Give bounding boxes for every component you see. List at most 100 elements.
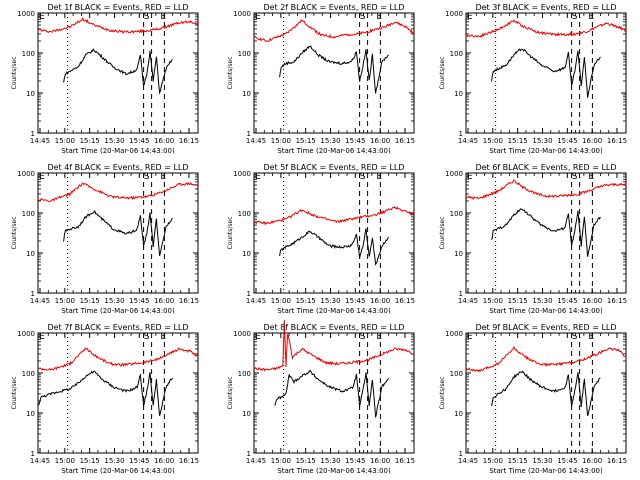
- plot-frame: [253, 172, 415, 294]
- x-tick-label: 15:15: [296, 137, 316, 145]
- chart-panel-3: Det 3f BLACK = Events, RED = LLD 1 10 100 10…: [439, 3, 627, 155]
- x-tick-label: 15:15: [508, 297, 528, 305]
- chart-title: Det 3f BLACK = Events, RED = LLD: [475, 3, 616, 12]
- events-series-line: [279, 228, 389, 266]
- x-tick-label: 15:15: [80, 457, 100, 465]
- x-axis-label: Start Time (20-Mar-06 14:43:00): [61, 307, 175, 315]
- x-tick-label: 15:00: [271, 457, 291, 465]
- y-tick-label: 10: [242, 410, 251, 418]
- marker-label: S: [572, 12, 578, 22]
- marker-label: S: [360, 172, 366, 182]
- y-tick-label: 100: [22, 210, 35, 218]
- y-tick-label: 100: [450, 50, 463, 58]
- x-tick-label: 15:30: [104, 457, 124, 465]
- y-tick-label: 1000: [17, 170, 35, 178]
- x-tick-label: 14:45: [246, 137, 266, 145]
- x-tick-label: 15:45: [129, 297, 149, 305]
- chart-title: Det 8f BLACK = Events, RED = LLD: [263, 323, 404, 332]
- events-series-line: [491, 48, 601, 98]
- y-tick-label: 100: [450, 370, 463, 378]
- x-tick-label: 15:30: [320, 137, 340, 145]
- x-tick-label: 15:45: [129, 457, 149, 465]
- x-tick-label: 15:15: [296, 457, 316, 465]
- x-tick-label: 16:15: [607, 297, 627, 305]
- marker-label: S: [144, 172, 150, 182]
- x-tick-label: 16:15: [395, 457, 415, 465]
- marker-label: E: [467, 12, 473, 22]
- x-tick-label: 15:30: [320, 457, 340, 465]
- x-tick-label: 14:45: [30, 297, 50, 305]
- y-tick-label: 1: [459, 130, 463, 138]
- x-tick-label: 16:00: [370, 137, 390, 145]
- x-tick-label: 16:00: [582, 297, 602, 305]
- y-tick-label: 1000: [445, 170, 463, 178]
- x-tick-label: 15:00: [271, 137, 291, 145]
- marker-label: E: [39, 172, 45, 182]
- y-tick-label: 1: [31, 290, 35, 298]
- marker-label: E: [376, 332, 382, 342]
- x-tick-label: 15:15: [508, 457, 528, 465]
- chart-title: Det 5f BLACK = Events, RED = LLD: [263, 163, 404, 172]
- x-tick-label: 14:45: [458, 137, 478, 145]
- x-tick-label: 15:30: [532, 297, 552, 305]
- x-tick-label: 16:15: [179, 137, 199, 145]
- x-tick-label: 15:00: [55, 137, 75, 145]
- y-tick-label: 10: [26, 410, 35, 418]
- lld-series-line: [37, 16, 199, 35]
- marker-label: E: [376, 12, 382, 22]
- y-tick-label: 1000: [445, 10, 463, 18]
- events-series-line: [63, 48, 173, 95]
- y-tick-label: 10: [454, 90, 463, 98]
- chart-panel-1: Det 1f BLACK = Events, RED = LLD 1 10 100 10…: [11, 3, 199, 155]
- y-tick-label: 1000: [17, 10, 35, 18]
- chart-panel-7: Det 7f BLACK = Events, RED = LLD 1 10 100 10…: [11, 323, 199, 475]
- y-tick-label: 1: [247, 130, 251, 138]
- x-tick-label: 15:45: [345, 297, 365, 305]
- lld-series-line: [465, 179, 627, 201]
- x-tick-label: 15:15: [80, 297, 100, 305]
- x-tick-label: 15:30: [104, 297, 124, 305]
- events-series-line: [274, 369, 389, 418]
- x-tick-label: 14:45: [30, 457, 50, 465]
- marker-label: E: [255, 332, 261, 342]
- x-axis-label: Start Time (20-Mar-06 14:43:00): [277, 467, 391, 475]
- x-tick-label: 16:15: [179, 297, 199, 305]
- x-tick-label: 16:15: [395, 297, 415, 305]
- chart-panel-6: Det 6f BLACK = Events, RED = LLD 1 10 100 10…: [439, 163, 627, 315]
- marker-label: E: [255, 172, 261, 182]
- marker-label: S: [144, 12, 150, 22]
- plot-frame: [253, 12, 415, 134]
- marker-label: E: [376, 172, 382, 182]
- chart-title: Det 6f BLACK = Events, RED = LLD: [475, 163, 616, 172]
- x-tick-label: 15:45: [345, 137, 365, 145]
- y-tick-label: 10: [242, 90, 251, 98]
- y-axis-label: Counts/sec: [439, 376, 446, 409]
- x-tick-label: 14:45: [30, 137, 50, 145]
- x-tick-label: 15:00: [483, 457, 503, 465]
- y-tick-label: 1: [459, 450, 463, 458]
- lld-series-line: [253, 320, 415, 372]
- x-tick-label: 15:45: [345, 457, 365, 465]
- y-tick-label: 1000: [17, 330, 35, 338]
- marker-label: E: [467, 172, 473, 182]
- x-tick-label: 16:15: [607, 457, 627, 465]
- marker-label: E: [39, 12, 45, 22]
- chart-panel-4: Det 4f BLACK = Events, RED = LLD 1 10 100 10…: [11, 163, 199, 315]
- x-tick-label: 16:15: [607, 137, 627, 145]
- x-tick-label: 16:00: [370, 297, 390, 305]
- events-series-line: [491, 370, 601, 416]
- marker-label: E: [39, 332, 45, 342]
- chart-panel-8: Det 8f BLACK = Events, RED = LLD 1 10 100 10…: [227, 320, 415, 475]
- lld-series-line: [38, 347, 199, 371]
- plot-frame: [253, 332, 415, 454]
- chart-panel-2: Det 2f BLACK = Events, RED = LLD 1 10 100 10…: [227, 3, 415, 155]
- y-tick-label: 1000: [445, 330, 463, 338]
- x-tick-label: 14:45: [458, 297, 478, 305]
- y-axis-label: Counts/sec: [11, 56, 18, 89]
- chart-title: Det 2f BLACK = Events, RED = LLD: [263, 3, 404, 12]
- y-tick-label: 1000: [233, 170, 251, 178]
- x-tick-label: 15:30: [532, 137, 552, 145]
- y-tick-label: 100: [238, 50, 251, 58]
- y-tick-label: 10: [26, 90, 35, 98]
- lld-series-line: [253, 18, 415, 43]
